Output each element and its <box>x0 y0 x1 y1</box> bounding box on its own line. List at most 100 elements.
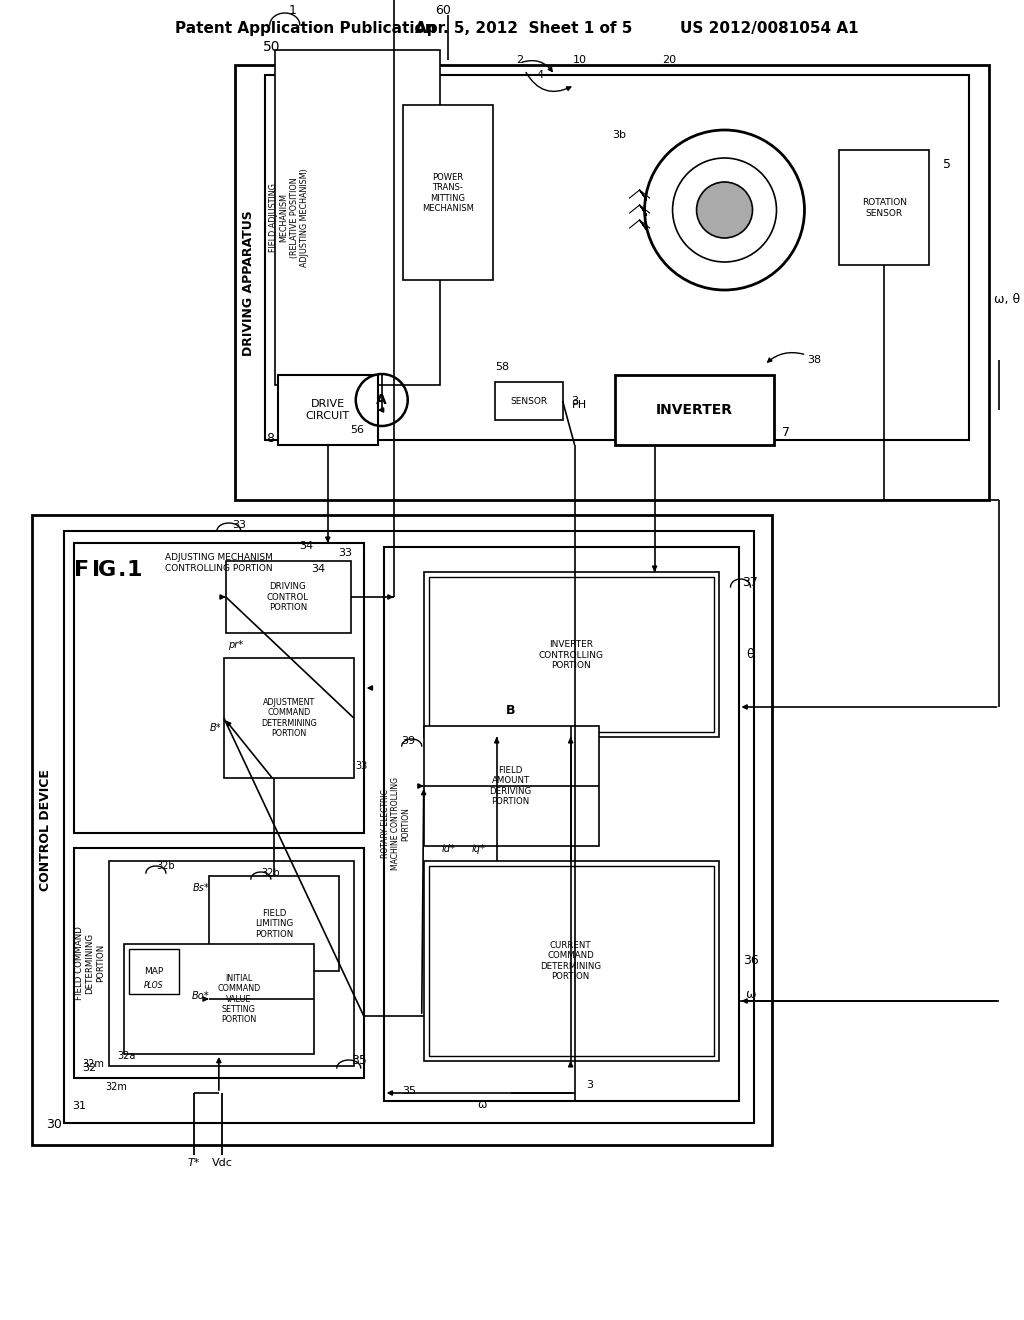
Text: 3b: 3b <box>612 129 627 140</box>
Text: ADJUSTMENT
COMMAND
DETERMINING
PORTION: ADJUSTMENT COMMAND DETERMINING PORTION <box>261 698 316 738</box>
Text: DRIVE
CIRCUIT: DRIVE CIRCUIT <box>306 399 350 421</box>
Text: A: A <box>377 393 387 407</box>
Text: INITIAL
COMMAND
VALUE
SETTING
PORTION: INITIAL COMMAND VALUE SETTING PORTION <box>217 974 260 1024</box>
Text: iq*: iq* <box>472 843 485 854</box>
Text: 32a: 32a <box>117 1051 135 1061</box>
Text: 3: 3 <box>586 1080 593 1090</box>
Bar <box>429 866 714 1056</box>
Bar <box>384 546 738 1101</box>
Bar <box>614 375 774 445</box>
Text: 33: 33 <box>338 548 352 558</box>
Text: 3: 3 <box>571 396 579 407</box>
Text: Bo*: Bo* <box>193 991 210 1001</box>
Bar <box>424 572 719 737</box>
Text: FIELD
AMOUNT
DERIVING
PORTION: FIELD AMOUNT DERIVING PORTION <box>489 766 531 807</box>
Bar <box>265 75 970 440</box>
Text: 37: 37 <box>742 576 759 589</box>
Text: CURRENT
COMMAND
DETERMINING
PORTION: CURRENT COMMAND DETERMINING PORTION <box>540 941 601 981</box>
Bar <box>224 657 353 777</box>
Bar <box>278 375 378 445</box>
Text: 32m: 32m <box>105 1082 127 1092</box>
Text: 5: 5 <box>943 158 951 172</box>
Text: 32: 32 <box>82 1063 96 1073</box>
Text: 33: 33 <box>231 520 246 531</box>
Bar <box>840 150 930 265</box>
Text: 35: 35 <box>351 1055 367 1068</box>
Text: 7: 7 <box>782 426 791 440</box>
Text: 58: 58 <box>496 362 510 372</box>
Text: 35: 35 <box>401 1086 416 1096</box>
Text: Vdc: Vdc <box>211 1158 232 1168</box>
Text: 60: 60 <box>435 4 451 16</box>
Text: PH: PH <box>572 400 587 411</box>
Text: ω, θ: ω, θ <box>994 293 1020 306</box>
Circle shape <box>696 182 753 238</box>
Text: F: F <box>75 560 89 579</box>
Bar <box>424 726 599 846</box>
Text: ROTATION
SENSOR: ROTATION SENSOR <box>862 198 907 218</box>
Bar <box>124 944 313 1053</box>
Text: US 2012/0081054 A1: US 2012/0081054 A1 <box>680 21 858 36</box>
Bar <box>495 381 562 420</box>
Text: 32m: 32m <box>82 1059 103 1069</box>
Text: SENSOR: SENSOR <box>510 396 547 405</box>
Text: 56: 56 <box>350 425 364 436</box>
Text: MAP: MAP <box>144 966 164 975</box>
Text: 4: 4 <box>537 70 543 81</box>
Bar <box>226 561 351 634</box>
Text: pr*: pr* <box>228 640 244 649</box>
Text: ROTARY ELECTRIC
MACHINE CONTROLLING
PORTION: ROTARY ELECTRIC MACHINE CONTROLLING PORT… <box>381 777 411 870</box>
Text: 10: 10 <box>572 55 587 65</box>
Text: id*: id* <box>441 843 456 854</box>
Bar <box>74 847 364 1078</box>
Text: Apr. 5, 2012  Sheet 1 of 5: Apr. 5, 2012 Sheet 1 of 5 <box>415 21 632 36</box>
Text: 8: 8 <box>266 433 273 446</box>
Bar <box>424 861 719 1061</box>
Text: FIELD
LIMITING
PORTION: FIELD LIMITING PORTION <box>255 909 293 939</box>
Text: 34: 34 <box>299 541 313 550</box>
Bar <box>32 515 771 1144</box>
Bar <box>402 106 493 280</box>
Text: POWER
TRANS-
MITTING
MECHANISM: POWER TRANS- MITTING MECHANISM <box>422 173 474 213</box>
Text: FIELD ADJUSTING
MECHANISM
(RELATIVE POSITION
ADJUSTING MECHANISM): FIELD ADJUSTING MECHANISM (RELATIVE POSI… <box>268 169 309 268</box>
Text: INVERTER: INVERTER <box>656 403 733 417</box>
Text: 2: 2 <box>516 55 523 65</box>
Text: I: I <box>92 560 100 579</box>
Text: PLOS: PLOS <box>144 981 164 990</box>
Text: .: . <box>118 560 126 579</box>
Text: Bs*: Bs* <box>193 883 209 894</box>
Text: B: B <box>506 705 515 718</box>
Bar <box>274 50 439 385</box>
Text: G: G <box>98 560 116 579</box>
Text: ω: ω <box>745 989 756 1002</box>
Text: 1: 1 <box>289 4 297 16</box>
Text: DRIVING APPARATUS: DRIVING APPARATUS <box>243 210 255 356</box>
Text: ADJUSTING MECHANISM
CONTROLLING PORTION: ADJUSTING MECHANISM CONTROLLING PORTION <box>165 553 272 573</box>
Text: θ: θ <box>746 648 755 661</box>
Bar <box>109 861 353 1067</box>
Text: 32b: 32b <box>261 869 281 878</box>
Text: B*: B* <box>210 723 221 733</box>
Bar <box>63 531 754 1123</box>
Bar <box>429 577 714 733</box>
Text: 38: 38 <box>807 355 821 366</box>
Bar <box>209 876 339 972</box>
Bar <box>234 65 989 500</box>
Text: Patent Application Publication: Patent Application Publication <box>175 21 435 36</box>
Bar <box>74 543 364 833</box>
Text: 50: 50 <box>263 40 281 54</box>
Bar <box>129 949 179 994</box>
Text: 20: 20 <box>663 55 677 65</box>
Text: 1: 1 <box>126 560 141 579</box>
Text: 31: 31 <box>72 1101 86 1111</box>
Text: CONTROL DEVICE: CONTROL DEVICE <box>40 770 52 891</box>
Text: ω: ω <box>477 1100 486 1110</box>
Text: 34: 34 <box>310 564 325 574</box>
Text: T*: T* <box>187 1158 200 1168</box>
Text: 39: 39 <box>401 737 416 746</box>
Text: DRIVING
CONTROL
PORTION: DRIVING CONTROL PORTION <box>267 582 309 612</box>
Text: 32b: 32b <box>157 861 175 871</box>
Text: FIELD COMMAND
DETERMINING
PORTION: FIELD COMMAND DETERMINING PORTION <box>75 927 104 1001</box>
Text: 36: 36 <box>742 954 759 968</box>
Text: INVERTER
CONTROLLING
PORTION: INVERTER CONTROLLING PORTION <box>539 640 603 671</box>
